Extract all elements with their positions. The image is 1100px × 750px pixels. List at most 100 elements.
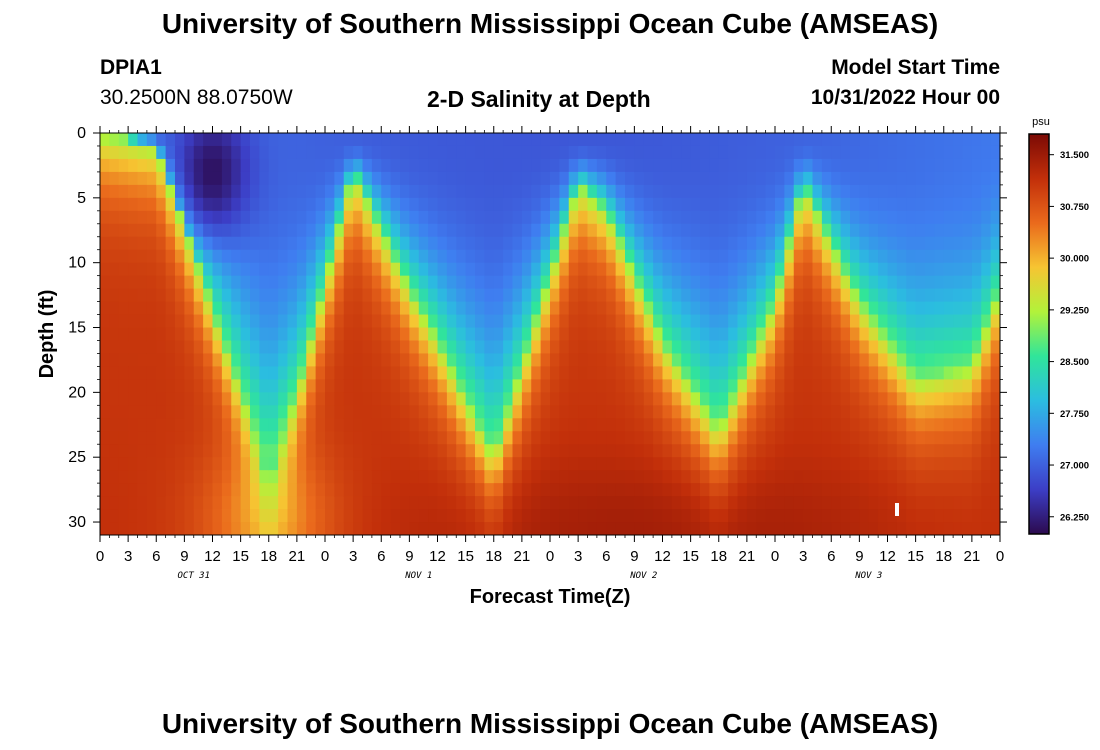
heatmap-cell <box>334 366 345 380</box>
heatmap-cell <box>503 171 514 186</box>
heatmap-cell <box>728 353 739 368</box>
heatmap-cell <box>840 457 851 471</box>
heatmap-cell <box>540 366 551 380</box>
heatmap-cell <box>428 314 439 329</box>
heatmap-cell <box>784 405 795 419</box>
heatmap-cell <box>915 197 926 212</box>
heatmap-cell <box>831 509 842 523</box>
heatmap-cell <box>896 366 907 380</box>
heatmap-cell <box>718 133 729 147</box>
heatmap-cell <box>203 236 214 251</box>
heatmap-cell <box>456 340 467 355</box>
heatmap-cell <box>878 288 889 303</box>
heatmap-cell <box>953 457 964 471</box>
heatmap-cell <box>981 470 992 484</box>
heatmap-cell <box>981 483 992 497</box>
heatmap-cell <box>756 133 767 147</box>
heatmap-cell <box>231 483 242 497</box>
heatmap-cell <box>250 249 260 264</box>
heatmap-cell <box>934 275 945 290</box>
heatmap-cell <box>793 301 804 316</box>
heatmap-cell <box>100 197 110 212</box>
heatmap-cell <box>446 314 457 329</box>
heatmap-cell <box>437 327 448 342</box>
heatmap-cell <box>943 275 954 290</box>
heatmap-cell <box>315 184 326 199</box>
heatmap-cell <box>700 457 710 471</box>
heatmap-cell <box>118 470 129 484</box>
heatmap-cell <box>878 366 889 380</box>
heatmap-cell <box>953 379 964 393</box>
heatmap-cell <box>165 262 176 277</box>
heatmap-cell <box>428 431 439 445</box>
heatmap-cell <box>587 223 598 238</box>
heatmap-cell <box>615 353 626 368</box>
heatmap-cell <box>587 301 598 316</box>
heatmap-cell <box>212 301 223 316</box>
heatmap-cell <box>343 133 354 147</box>
heatmap-cell <box>221 223 232 238</box>
heatmap-cell <box>840 184 851 199</box>
heatmap-cell <box>915 418 926 432</box>
heatmap-cell <box>306 379 317 393</box>
heatmap-cell <box>278 431 289 445</box>
x-tick-label: 0 <box>996 548 1004 565</box>
heatmap-cell <box>221 262 232 277</box>
heatmap-cell <box>971 483 982 497</box>
heatmap-cell <box>671 275 682 290</box>
heatmap-cell <box>568 483 579 497</box>
heatmap-cell <box>643 509 654 523</box>
heatmap-cell <box>409 262 420 277</box>
heatmap-cell <box>268 457 279 471</box>
heatmap-cell <box>428 379 439 393</box>
heatmap-cell <box>400 470 410 484</box>
heatmap-cell <box>540 457 551 471</box>
heatmap-cell <box>456 522 467 535</box>
heatmap-cell <box>203 509 214 523</box>
heatmap-cell <box>456 470 467 484</box>
heatmap-cell <box>475 184 485 199</box>
heatmap-cell <box>925 158 935 173</box>
heatmap-cell <box>596 457 607 471</box>
heatmap-cell <box>512 236 523 251</box>
heatmap-cell <box>315 262 326 277</box>
heatmap-cell <box>418 379 429 393</box>
colorbar-tick-label: 26.250 <box>1060 512 1089 523</box>
heatmap-cell <box>475 197 485 212</box>
heatmap-cell <box>868 184 879 199</box>
heatmap-cell <box>812 275 823 290</box>
heatmap-cell <box>662 405 673 419</box>
heatmap-cell <box>634 379 645 393</box>
heatmap-cell <box>596 184 607 199</box>
heatmap-cell <box>315 470 326 484</box>
heatmap-cell <box>550 405 560 419</box>
day-label: NOV 1 <box>404 571 432 581</box>
heatmap-cell <box>371 327 382 342</box>
heatmap-cell <box>868 158 879 173</box>
heatmap-cell <box>390 431 401 445</box>
heatmap-cell <box>128 366 139 380</box>
heatmap-cell <box>531 457 542 471</box>
heatmap-cell <box>746 314 757 329</box>
heatmap-cell <box>596 236 607 251</box>
heatmap-cell <box>728 405 739 419</box>
heatmap-cell <box>587 288 598 303</box>
heatmap-cell <box>643 301 654 316</box>
heatmap-cell <box>175 133 185 147</box>
heatmap-cell <box>681 236 692 251</box>
heatmap-cell <box>315 158 326 173</box>
heatmap-cell <box>671 353 682 368</box>
heatmap-cell <box>653 353 664 368</box>
heatmap-cell <box>793 236 804 251</box>
heatmap-cell <box>184 340 195 355</box>
heatmap-cell <box>371 262 382 277</box>
heatmap-cell <box>475 145 485 160</box>
heatmap-cell <box>184 288 195 303</box>
heatmap-cell <box>540 262 551 277</box>
heatmap-cell <box>493 327 504 342</box>
heatmap-cell <box>550 366 560 380</box>
heatmap-cell <box>325 522 335 535</box>
heatmap-cell <box>915 275 926 290</box>
heatmap-cell <box>859 392 870 406</box>
heatmap-cell <box>756 327 767 342</box>
